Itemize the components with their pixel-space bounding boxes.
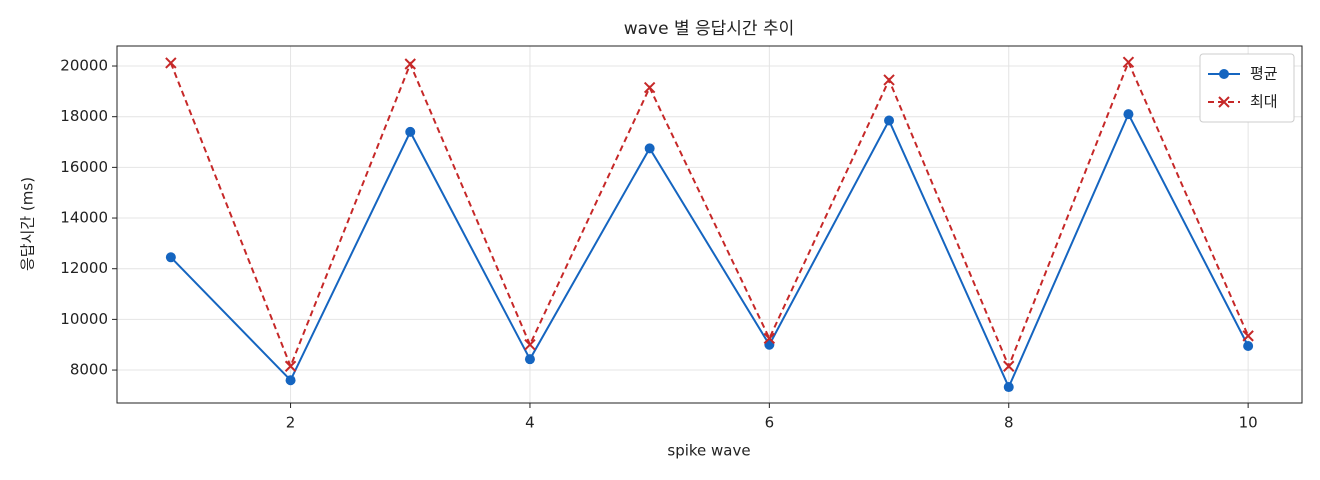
point <box>524 354 535 365</box>
series-line <box>169 59 1250 369</box>
chart-title: wave 별 응답시간 추이 <box>624 19 795 39</box>
point <box>404 58 416 70</box>
point <box>165 252 176 263</box>
y-tick-label: 18000 <box>60 107 108 125</box>
point <box>763 332 776 345</box>
point <box>284 360 297 372</box>
point <box>1122 56 1135 68</box>
y-axis-label: 응답시간 (ms) <box>19 177 37 271</box>
legend-label: 최대 <box>1250 93 1278 111</box>
point <box>285 375 296 386</box>
point <box>405 126 416 137</box>
point <box>1242 330 1254 342</box>
y-tick-label: 12000 <box>60 259 108 277</box>
series-line <box>170 111 1250 390</box>
x-tick-label: 10 <box>1239 414 1258 432</box>
y-tick-label: 14000 <box>60 209 108 227</box>
x-tick-label: 8 <box>1004 414 1014 432</box>
point <box>883 74 895 86</box>
legend-marker <box>1219 69 1229 79</box>
x-tick-label: 6 <box>765 414 775 432</box>
point <box>644 143 655 154</box>
y-tick-label: 8000 <box>70 361 108 379</box>
point <box>643 81 656 94</box>
point <box>1003 382 1014 393</box>
y-tick-label: 10000 <box>60 310 108 328</box>
point <box>165 57 177 69</box>
legend-label: 평균 <box>1250 65 1278 83</box>
point <box>1003 360 1015 372</box>
point <box>1123 109 1134 120</box>
y-tick-label: 20000 <box>60 57 108 75</box>
x-tick-label: 2 <box>286 414 296 432</box>
plot-frame <box>116 45 1303 404</box>
point <box>884 115 895 126</box>
x-tick-label: 4 <box>525 414 535 432</box>
legend-box <box>1199 53 1295 123</box>
legend-marker <box>1218 96 1230 108</box>
x-axis-label: spike wave <box>667 442 750 460</box>
y-tick-label: 16000 <box>60 158 108 176</box>
point <box>524 339 536 351</box>
point <box>1243 340 1254 351</box>
